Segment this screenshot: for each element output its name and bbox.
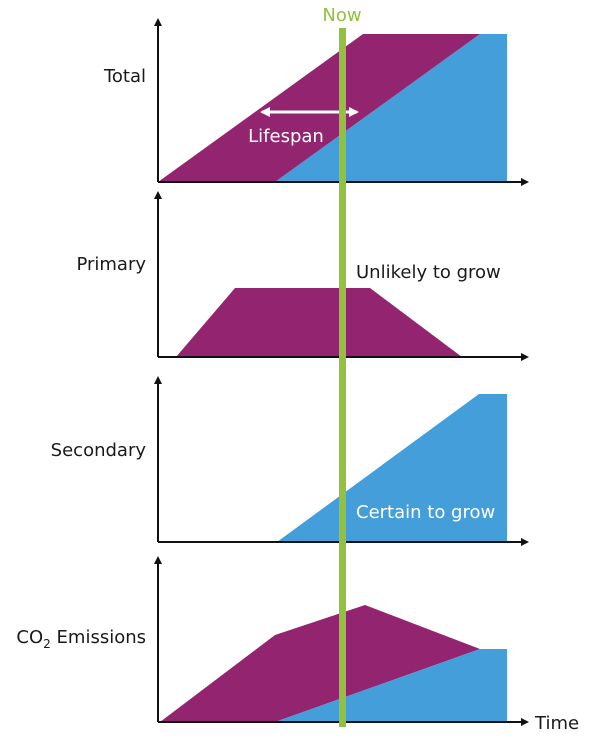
panel-primary: Primary Unlikely to grow	[76, 191, 529, 361]
total-label: Total	[103, 66, 146, 87]
primary-annotation: Unlikely to grow	[356, 262, 501, 283]
secondary-area	[277, 394, 507, 542]
now-line	[339, 28, 346, 727]
emissions-label-main: CO	[16, 627, 43, 648]
now-marker: Now	[322, 5, 362, 727]
emissions-label: CO2 Emissions	[16, 627, 146, 651]
emissions-primary-area	[160, 605, 480, 722]
panel-secondary: Secondary Certain to grow	[51, 376, 529, 546]
emissions-secondary-area	[275, 649, 507, 722]
now-label: Now	[322, 5, 361, 26]
panel-emissions: CO2 Emissions Time	[16, 556, 579, 734]
secondary-annotation: Certain to grow	[356, 502, 495, 523]
lifespan-label: Lifespan	[248, 126, 324, 147]
panel-total: Lifespan Total	[103, 18, 529, 186]
emissions-label-sub: 2	[43, 637, 51, 651]
secondary-label: Secondary	[51, 440, 147, 461]
total-secondary-area	[275, 34, 507, 182]
emissions-label-rest: Emissions	[51, 627, 146, 648]
primary-label: Primary	[76, 254, 146, 275]
primary-area	[176, 288, 462, 357]
time-axis-label: Time	[534, 713, 579, 734]
